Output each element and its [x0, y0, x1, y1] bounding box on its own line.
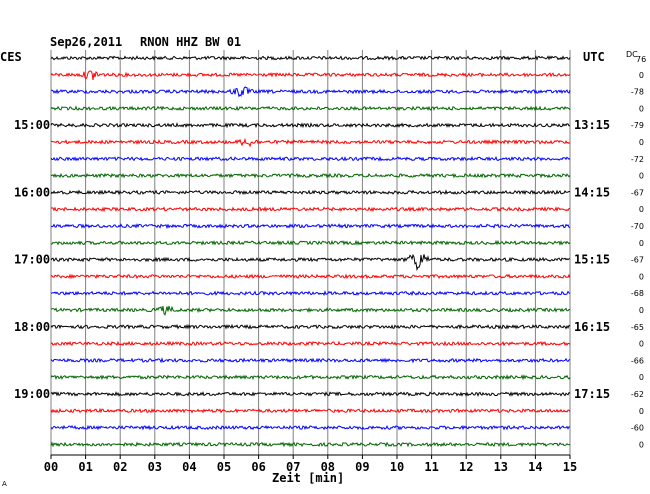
trace-group [50, 55, 571, 448]
right-time-label: 16:15 [574, 320, 610, 334]
seismic-trace [50, 105, 571, 112]
x-tick-label: 08 [321, 460, 335, 474]
seismic-trace [50, 253, 571, 272]
seismic-trace [50, 189, 571, 196]
dc-offset-label: 0 [639, 172, 644, 181]
x-tick-label: 13 [494, 460, 508, 474]
dc-offset-label: -66 [631, 356, 644, 365]
seismic-trace [50, 323, 571, 330]
x-tick-label: 04 [182, 460, 196, 474]
time-grid [50, 50, 571, 455]
dc-offset-label: 0 [639, 104, 644, 113]
dc-header: DC [626, 50, 638, 59]
seismic-trace [51, 86, 571, 98]
x-tick-label: 11 [424, 460, 438, 474]
x-tick-label: 00 [44, 460, 58, 474]
left-time-label: 15:00 [14, 118, 50, 132]
dc-offset-label: -79 [631, 121, 644, 130]
station-label: RNON HHZ BW 01 [140, 35, 241, 49]
dc-offset-label: 0 [639, 440, 644, 449]
seismic-trace [50, 239, 571, 246]
seismic-trace [50, 122, 570, 129]
dc-header-value: 76 [636, 55, 646, 64]
left-time-labels: 15:00 16:00 17:00 18:00 19:00 [14, 118, 50, 401]
seismic-trace [50, 374, 571, 381]
x-tick-label: 01 [78, 460, 92, 474]
left-zone-label: CES [0, 50, 22, 64]
right-zone-label: UTC [583, 50, 605, 64]
seismic-trace [50, 155, 571, 162]
dc-offset-label: 0 [639, 272, 644, 281]
x-tick-label: 12 [459, 460, 473, 474]
dc-offset-labels: 0 -78 0 -79 0 -72 0 -67 0 -70 0 -67 0 -68 0 -65 0 -66 0 -62… [631, 71, 644, 450]
left-time-label: 16:00 [14, 185, 50, 199]
x-axis: 00 01 02 03 04 05 06 07 08 09 10 11 12 13 14 15 [44, 454, 577, 474]
dc-offset-label: 0 [639, 373, 644, 382]
right-time-label: 17:15 [574, 387, 610, 401]
seismic-trace [50, 424, 571, 431]
x-tick-label: 07 [286, 460, 300, 474]
left-time-label: 19:00 [14, 387, 50, 401]
dc-offset-label: -72 [631, 155, 644, 164]
x-tick-label: 15 [563, 460, 577, 474]
dc-offset-label: 0 [639, 340, 644, 349]
dc-offset-label: -60 [631, 424, 644, 433]
x-tick-label: 05 [217, 460, 231, 474]
dc-offset-label: 0 [639, 407, 644, 416]
right-time-labels: 13:15 14:15 15:15 16:15 17:15 [574, 118, 610, 401]
seismic-trace [50, 305, 571, 316]
dc-offset-label: -67 [631, 256, 644, 265]
seismic-trace [50, 340, 571, 347]
dc-offset-label: -67 [631, 188, 644, 197]
seismic-trace [50, 55, 571, 61]
dc-offset-label: 0 [639, 306, 644, 315]
x-tick-label: 06 [251, 460, 265, 474]
seismic-trace [50, 206, 571, 213]
dc-offset-label: -65 [631, 323, 644, 332]
dc-offset-label: 0 [639, 205, 644, 214]
dc-offset-label: 0 [639, 138, 644, 147]
date-label: Sep26,2011 [50, 35, 122, 49]
x-axis-label: Zeit [min] [272, 471, 344, 485]
seismic-trace [50, 70, 571, 80]
dc-offset-label: 0 [639, 71, 644, 80]
seismic-trace [50, 357, 571, 364]
right-time-label: 13:15 [574, 118, 610, 132]
right-time-label: 15:15 [574, 253, 610, 267]
left-time-label: 18:00 [14, 320, 50, 334]
dc-offset-label: -68 [631, 289, 644, 298]
seismic-trace [50, 223, 571, 230]
x-tick-label: 02 [113, 460, 127, 474]
x-tick-label: 03 [148, 460, 162, 474]
seismic-trace [50, 391, 571, 397]
left-time-label: 17:00 [14, 253, 50, 267]
seismic-trace [50, 137, 571, 148]
seismic-trace [50, 407, 571, 414]
x-tick-label: 14 [528, 460, 542, 474]
dc-offset-label: -70 [631, 222, 644, 231]
right-time-label: 14:15 [574, 185, 610, 199]
dc-offset-label: -62 [631, 390, 644, 399]
dc-offset-label: 0 [639, 239, 644, 248]
seismic-trace [50, 273, 571, 280]
seismic-trace [50, 172, 571, 179]
footer-mark: A [2, 480, 7, 488]
seismic-trace [50, 441, 571, 448]
seismic-trace [50, 290, 571, 297]
x-tick-label: 10 [390, 460, 404, 474]
x-tick-label: 09 [355, 460, 369, 474]
dc-offset-label: -78 [631, 88, 644, 97]
